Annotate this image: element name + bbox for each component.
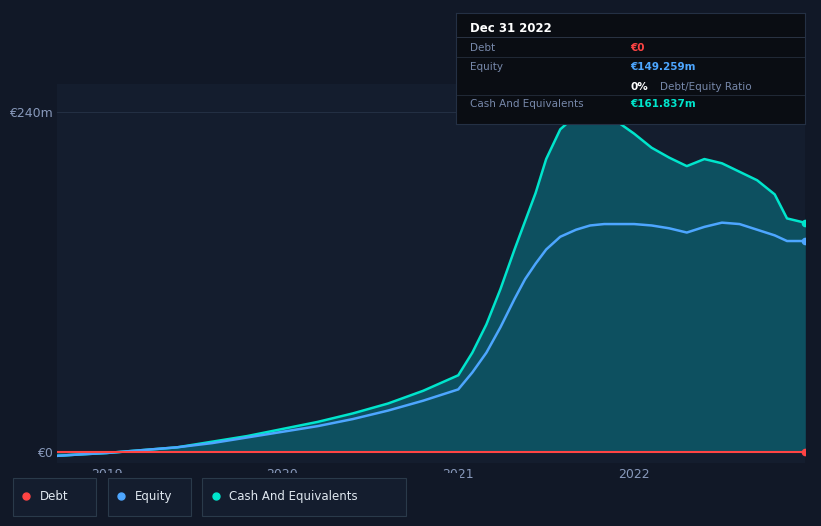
- Text: €149.259m: €149.259m: [631, 62, 695, 72]
- Text: Debt: Debt: [470, 43, 495, 53]
- Text: €161.837m: €161.837m: [631, 99, 696, 109]
- Text: Dec 31 2022: Dec 31 2022: [470, 22, 552, 35]
- Text: Debt/Equity Ratio: Debt/Equity Ratio: [660, 82, 751, 92]
- Text: 0%: 0%: [631, 82, 648, 92]
- FancyBboxPatch shape: [203, 478, 406, 516]
- Text: Cash And Equivalents: Cash And Equivalents: [470, 99, 583, 109]
- Text: Equity: Equity: [135, 490, 172, 503]
- Text: €0: €0: [631, 43, 644, 53]
- Text: Debt: Debt: [40, 490, 68, 503]
- FancyBboxPatch shape: [13, 478, 96, 516]
- Text: Equity: Equity: [470, 62, 502, 72]
- Text: Cash And Equivalents: Cash And Equivalents: [230, 490, 358, 503]
- FancyBboxPatch shape: [108, 478, 191, 516]
